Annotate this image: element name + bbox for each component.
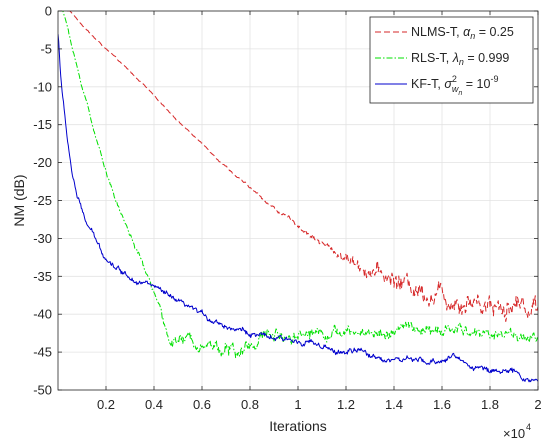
x-axis-label: Iterations	[269, 418, 327, 434]
y-tick-label: -40	[33, 307, 52, 322]
legend-entry: KF-T, σ2 wn = 10-9	[411, 74, 498, 97]
x-multiplier-exponent: 4	[526, 422, 531, 432]
x-axis-multiplier: ×10 4	[503, 422, 531, 441]
x-tick-label: 2	[534, 397, 541, 412]
x-tick-label: 0.8	[241, 397, 259, 412]
legend-entry: RLS-T, λn = 0.999	[411, 51, 509, 67]
y-tick-label: -10	[33, 79, 52, 94]
y-tick-label: -30	[33, 231, 52, 246]
axis-ticks	[58, 10, 539, 391]
y-tick-label: -15	[33, 117, 52, 132]
x-tick-label: 1.6	[433, 397, 451, 412]
legend-entry: NLMS-T, αn = 0.25	[411, 25, 514, 41]
x-multiplier-base: ×10	[503, 426, 525, 441]
x-tick-label: 1.2	[337, 397, 355, 412]
series-line	[58, 11, 538, 322]
y-axis-label: NM (dB)	[11, 174, 27, 226]
series-line	[58, 33, 538, 383]
y-tick-label: -25	[33, 193, 52, 208]
x-tick-label: 1	[294, 397, 301, 412]
x-tick-label: 0.4	[145, 397, 163, 412]
y-tick-label: -20	[33, 155, 52, 170]
y-tick-label: -5	[40, 41, 52, 56]
y-tick-label: -50	[33, 383, 52, 398]
x-tick-label: 1.4	[385, 397, 403, 412]
series-layer	[58, 11, 538, 383]
legend: NLMS-T, αn = 0.25 RLS-T, λn = 0.999 KF-T, …	[369, 16, 534, 104]
x-tick-label: 1.8	[481, 397, 499, 412]
y-tick-label: -35	[33, 269, 52, 284]
x-tick-label: 0.2	[97, 397, 115, 412]
tick-labels: 0.2 0.4 0.6 0.8 1 1.2 1.4 1.6 1.8 2 0 -5 -10 -15 -20 -2…	[33, 4, 541, 413]
legend-box	[369, 16, 534, 104]
y-tick-label: 0	[45, 4, 52, 19]
x-tick-label: 0.6	[193, 397, 211, 412]
y-tick-label: -45	[33, 345, 52, 360]
series-line	[58, 11, 538, 359]
